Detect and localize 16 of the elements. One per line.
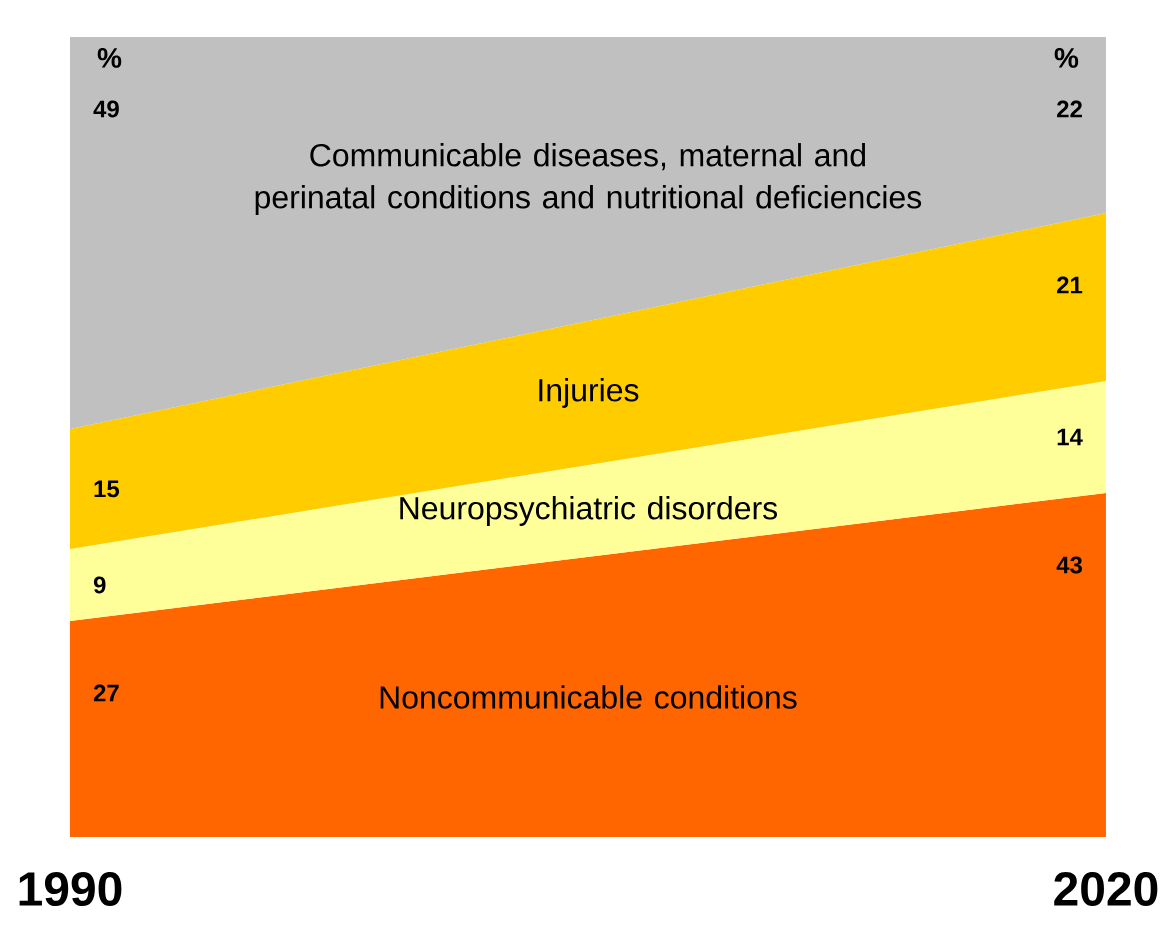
data-label: 49 <box>93 100 119 118</box>
data-label: 27 <box>93 684 119 702</box>
data-label: 43 <box>1056 556 1083 574</box>
series-label: Injuries <box>539 378 639 408</box>
x-tick-label: 1990 <box>19 872 122 907</box>
data-label: 9 <box>93 576 106 594</box>
annotation: % <box>97 48 122 68</box>
data-label: 14 <box>1057 428 1083 446</box>
series-label: Neuropsychiatric disorders <box>400 496 778 526</box>
data-label: 15 <box>94 480 120 498</box>
data-label: 22 <box>1057 100 1082 118</box>
series-label: Noncommunicable conditions <box>380 685 797 709</box>
annotation: % <box>1054 48 1079 68</box>
data-label: 21 <box>1057 276 1083 294</box>
series-label: Communicable diseases, maternal and perinatal conditions and nutritional deficiencies <box>255 143 922 215</box>
x-tick-label: 2020 <box>1054 872 1158 907</box>
